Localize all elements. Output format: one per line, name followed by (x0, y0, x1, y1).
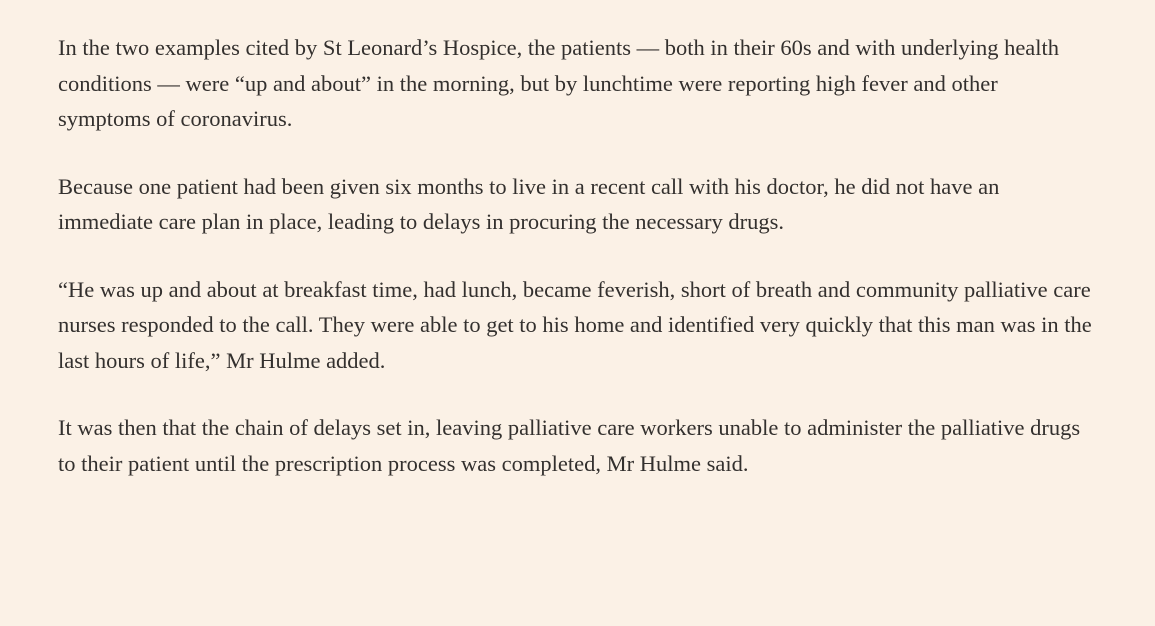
paragraph: In the two examples cited by St Leonard’… (58, 30, 1095, 137)
paragraph: Because one patient had been given six m… (58, 169, 1095, 240)
paragraph: It was then that the chain of delays set… (58, 410, 1095, 481)
article-body: In the two examples cited by St Leonard’… (0, 0, 1155, 511)
paragraph: “He was up and about at breakfast time, … (58, 272, 1095, 379)
